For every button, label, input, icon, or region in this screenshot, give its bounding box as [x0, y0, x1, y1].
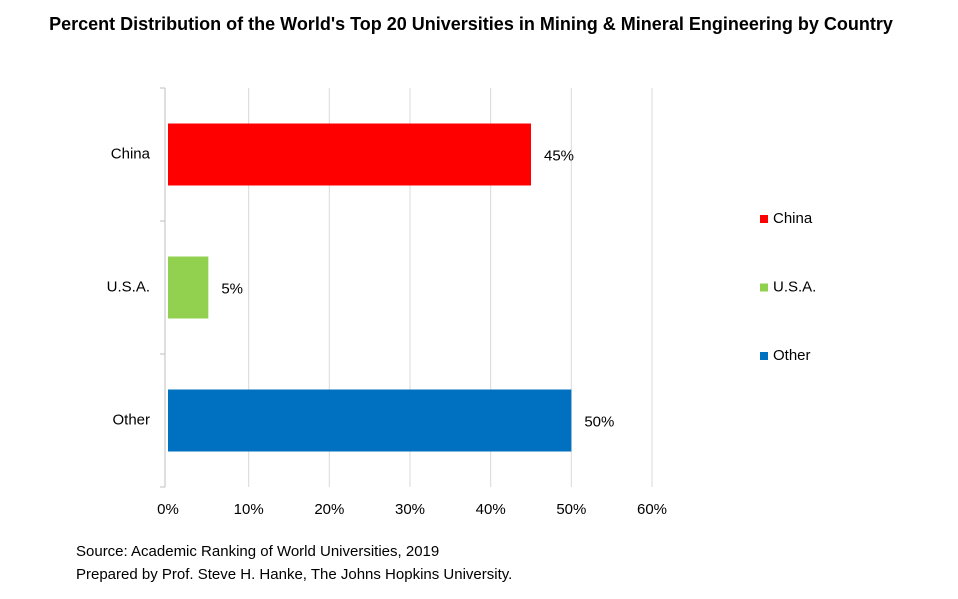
- x-tick-label: 0%: [157, 501, 179, 518]
- y-tick-label: U.S.A.: [107, 278, 150, 295]
- x-tick-label: 50%: [556, 501, 586, 518]
- source-note: Source: Academic Ranking of World Univer…: [76, 543, 439, 560]
- x-tick-label: 20%: [314, 501, 344, 518]
- bar: [168, 123, 531, 186]
- legend-label: China: [773, 210, 813, 227]
- legend-swatch: [760, 352, 768, 360]
- legend-label: U.S.A.: [773, 278, 816, 295]
- data-label: 50%: [584, 413, 614, 430]
- legend-swatch: [760, 283, 768, 292]
- y-tick-label: China: [111, 145, 151, 162]
- legend-swatch: [760, 215, 768, 223]
- y-tick-label: Other: [112, 411, 150, 428]
- bar: [168, 389, 572, 452]
- legend-label: Other: [773, 347, 811, 364]
- credit-note: Prepared by Prof. Steve H. Hanke, The Jo…: [76, 566, 512, 583]
- bar: [168, 256, 209, 319]
- data-label: 5%: [221, 280, 243, 297]
- x-tick-label: 60%: [637, 501, 667, 518]
- x-tick-label: 30%: [395, 501, 425, 518]
- chart-title: Percent Distribution of the World's Top …: [49, 14, 893, 34]
- x-tick-label: 40%: [476, 501, 506, 518]
- data-label: 45%: [544, 147, 574, 164]
- x-tick-label: 10%: [234, 501, 264, 518]
